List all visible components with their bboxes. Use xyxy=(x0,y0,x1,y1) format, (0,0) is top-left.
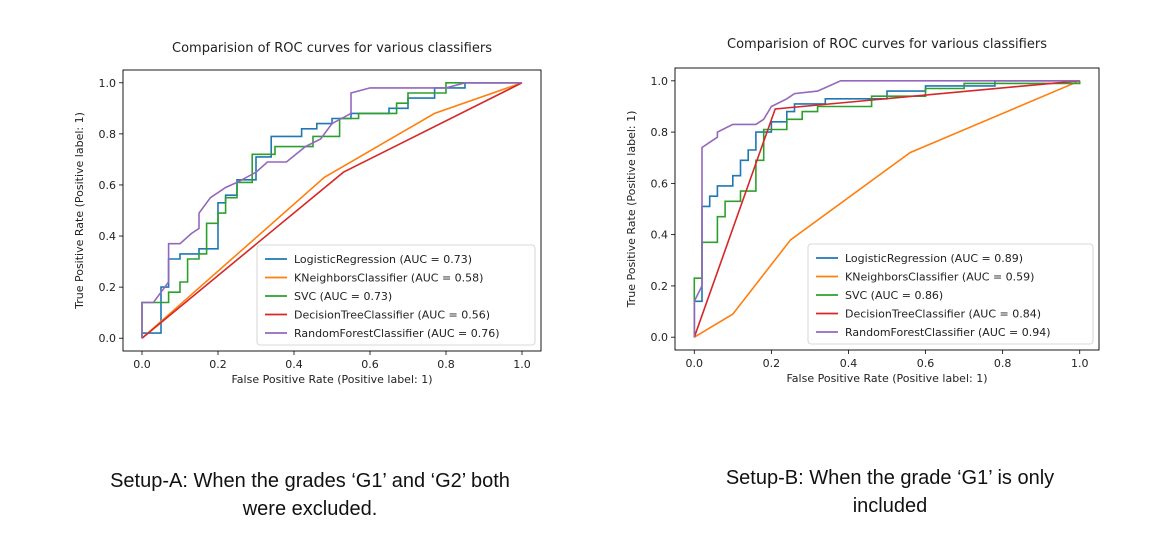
chart-b-legend-label-2: SVC (AUC = 0.86) xyxy=(845,289,943,302)
chart-b-x-tick-label: 0.8 xyxy=(994,357,1012,370)
caption-setup-a: Setup-A: When the grades ‘G1’ and ‘G2’ b… xyxy=(60,467,560,523)
chart-a-series-line-0 xyxy=(141,82,522,339)
chart-a-series-line-4 xyxy=(141,82,522,339)
chart-b-x-axis-label: False Positive Rate (Positive label: 1) xyxy=(786,372,987,385)
chart-a-legend-label-4: RandomForestClassifier (AUC = 0.76) xyxy=(294,327,500,340)
chart-b-legend: LogisticRegression (AUC = 0.89) KNeighbor… xyxy=(807,243,1094,345)
chart-a-x-tick-label: 0.2 xyxy=(209,358,227,371)
chart-b-legend-label-4: RandomForestClassifier (AUC = 0.94) xyxy=(845,326,1051,339)
chart-b-x-tick-label: 0.4 xyxy=(840,357,858,370)
chart-a-legend-label-3: DecisionTreeClassifier (AUC = 0.56) xyxy=(294,309,490,322)
chart-b-legend-label-0: LogisticRegression (AUC = 0.89) xyxy=(845,252,1023,265)
chart-a-y-tick-label: 0.6 xyxy=(99,179,117,192)
chart-b-y-axis-label: True Positive Rate (Positive label: 1) xyxy=(625,111,638,309)
caption-setup-b-line2: included xyxy=(852,495,928,517)
caption-setup-b-line1: Setup-B: When the grade ‘G1’ is only xyxy=(725,467,1055,489)
chart-a-legend-frame xyxy=(256,244,536,346)
chart-a-title: Comparision of ROC curves for various cl… xyxy=(172,41,492,56)
chart-a-x-tick-label: 0.0 xyxy=(133,358,151,371)
chart-b-y-tick-label: 0.4 xyxy=(651,229,669,242)
roc-chart-setup-a-svg: Comparision of ROC curves for various cl… xyxy=(73,41,542,386)
chart-a-legend-label-1: KNeighborsClassifier (AUC = 0.58) xyxy=(294,272,483,285)
chart-a-x-tick-label: 0.4 xyxy=(285,358,303,371)
chart-a-y-tick-label: 0.8 xyxy=(99,128,117,141)
caption-setup-b: Setup-B: When the grade ‘G1’ is only inc… xyxy=(645,464,1135,520)
chart-b-y-tick-label: 0.8 xyxy=(651,126,669,139)
chart-a-x-tick-label: 0.8 xyxy=(437,358,455,371)
chart-b-series-line-2 xyxy=(693,80,1081,338)
chart-a-x-tick-label: 1.0 xyxy=(513,358,531,371)
chart-b-y-tick-label: 0.6 xyxy=(651,177,669,190)
chart-b-plot-area xyxy=(693,80,1081,338)
roc-chart-setup-b-svg: Comparision of ROC curves for various cl… xyxy=(625,37,1100,385)
chart-a-series-line-3 xyxy=(141,82,523,339)
caption-setup-a-line2: were excluded. xyxy=(242,498,378,520)
chart-a-y-tick-label: 0.4 xyxy=(99,230,117,243)
chart-b-series-line-4 xyxy=(693,80,1080,338)
chart-a-x-tick-label: 0.6 xyxy=(361,358,379,371)
chart-b-axes-frame xyxy=(674,67,1100,351)
chart-b-x-tick-label: 0.2 xyxy=(763,357,781,370)
chart-b-legend-label-3: DecisionTreeClassifier (AUC = 0.84) xyxy=(845,308,1041,321)
chart-b-title: Comparision of ROC curves for various cl… xyxy=(727,37,1047,52)
chart-b-y-tick-label: 1.0 xyxy=(651,75,669,88)
roc-chart-setup-b: Comparision of ROC curves for various cl… xyxy=(585,0,1171,440)
chart-a-legend-label-2: SVC (AUC = 0.73) xyxy=(294,290,392,303)
chart-a-y-axis-label: True Positive Rate (Positive label: 1) xyxy=(73,112,86,310)
roc-chart-setup-a: Comparision of ROC curves for various cl… xyxy=(0,0,585,440)
chart-b-y-tick-label: 0.2 xyxy=(651,280,669,293)
chart-b-x-tick-label: 1.0 xyxy=(1071,357,1089,370)
chart-a-y-tick-label: 0.0 xyxy=(99,332,117,345)
chart-a-y-tick-label: 1.0 xyxy=(99,77,117,90)
chart-b-x-tick-label: 0.6 xyxy=(917,357,935,370)
chart-b-legend-label-1: KNeighborsClassifier (AUC = 0.59) xyxy=(845,271,1034,284)
caption-setup-a-line1: Setup-A: When the grades ‘G1’ and ‘G2’ b… xyxy=(110,470,510,492)
chart-a-x-axis-label: False Positive Rate (Positive label: 1) xyxy=(231,373,432,386)
chart-a-series-line-1 xyxy=(141,82,523,339)
chart-b-series-line-3 xyxy=(693,80,1080,338)
chart-b-series-line-0 xyxy=(693,80,1080,338)
chart-a-legend: LogisticRegression (AUC = 0.73) KNeighbor… xyxy=(256,244,536,346)
chart-a-plot-area xyxy=(141,82,523,339)
chart-a-y-tick-label: 0.2 xyxy=(99,281,117,294)
chart-b-legend-frame xyxy=(807,243,1094,345)
chart-b-x-tick-label: 0.0 xyxy=(686,357,704,370)
chart-b-series-line-1 xyxy=(693,80,1081,338)
chart-a-legend-label-0: LogisticRegression (AUC = 0.73) xyxy=(294,253,472,266)
chart-a-axes-frame xyxy=(122,69,542,352)
chart-b-y-tick-label: 0.0 xyxy=(651,331,669,344)
